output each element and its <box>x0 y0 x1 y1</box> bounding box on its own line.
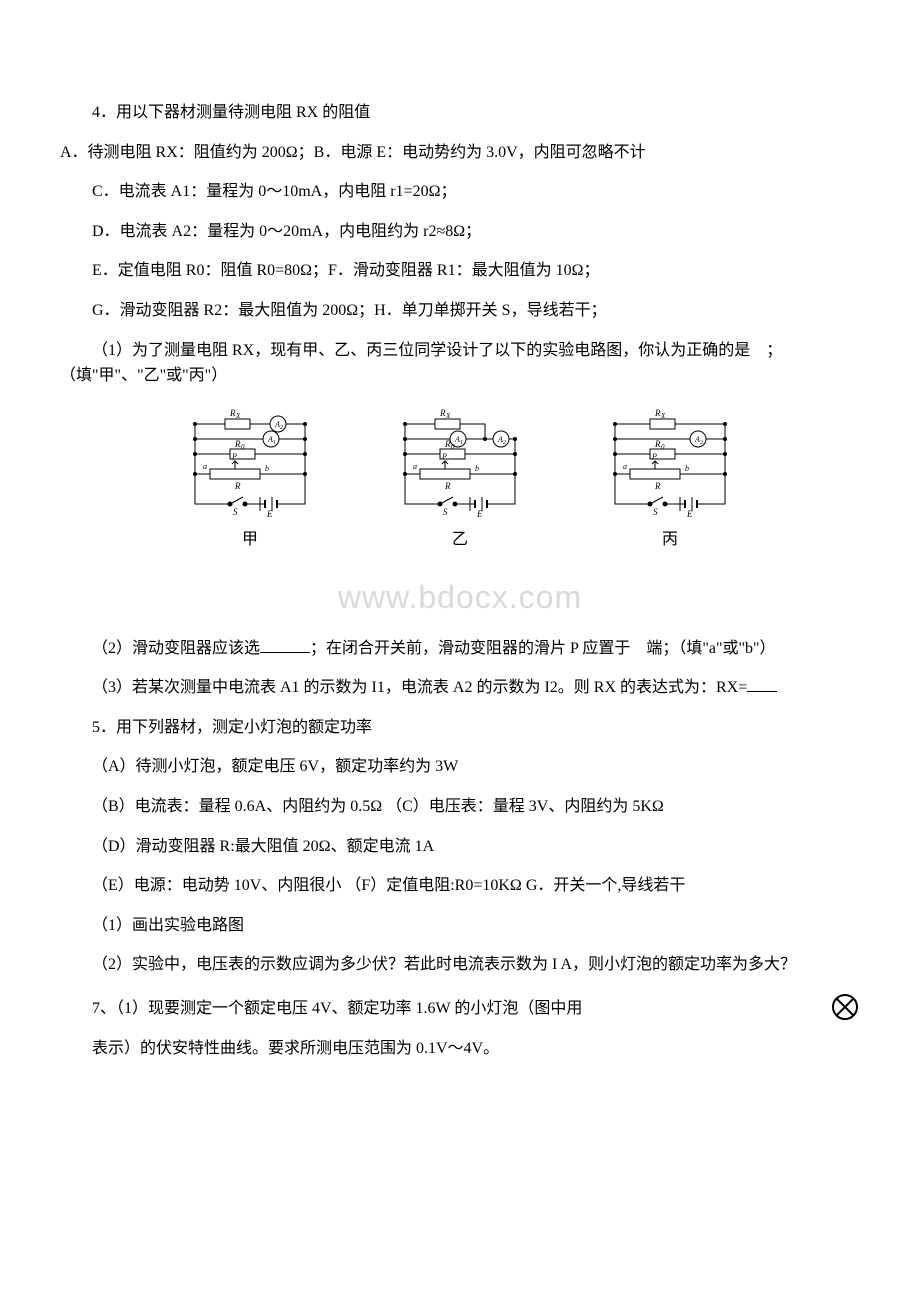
q7-line2: 表示）的伏安特性曲线。要求所测电压范围为 0.1V～4V。 <box>60 1036 860 1062</box>
watermark-text: www.bdocx.com <box>60 572 860 623</box>
svg-text:a: a <box>623 462 627 471</box>
diagram-bing: RX A2 R0 a P b R S E 丙 <box>595 409 745 553</box>
svg-text:P: P <box>651 452 657 461</box>
svg-text:R: R <box>444 439 451 449</box>
svg-text:1: 1 <box>460 440 463 446</box>
circuit-yi-svg: RX A1 A2 R0 a P b R S E <box>385 409 535 519</box>
svg-text:b: b <box>265 464 269 473</box>
svg-text:0: 0 <box>451 443 455 451</box>
svg-text:R: R <box>229 409 236 418</box>
diagram-bing-label: 丙 <box>662 527 678 553</box>
q4-sub3: （3）若某次测量中电流表 A1 的示数为 I1，电流表 A2 的示数为 I2。则… <box>60 675 860 701</box>
q4-item-a: A．待测电阻 RX：阻值约为 200Ω；B．电源 E：电动势约为 3.0V，内阻… <box>60 140 860 166</box>
q7-line1-wrap: 7、（1）现要测定一个额定电压 4V、额定功率 1.6W 的小灯泡（图中用 <box>60 992 860 1022</box>
svg-text:2: 2 <box>503 440 506 446</box>
svg-text:R: R <box>654 439 661 449</box>
svg-text:2: 2 <box>700 440 703 446</box>
q4-sub1: （1）为了测量电阻 RX，现有甲、乙、丙三位同学设计了以下的实验电路图，你认为正… <box>60 338 860 389</box>
svg-text:R: R <box>234 481 241 491</box>
svg-text:P: P <box>231 452 237 461</box>
q4-item-c: C．电流表 A1：量程为 0～10mA，内电阻 r1=20Ω； <box>60 179 860 205</box>
q4-item-d: D．电流表 A2：量程为 0～20mA，内电阻约为 r2≈8Ω； <box>60 219 860 245</box>
svg-text:R: R <box>439 409 446 418</box>
q4-sub2-b: ；在闭合开关前，滑动变阻器的滑片 P 应置于 端；（填"a"或"b"） <box>310 640 776 657</box>
svg-text:b: b <box>475 464 479 473</box>
circuit-bing-svg: RX A2 R0 a P b R S E <box>595 409 745 519</box>
svg-text:E: E <box>266 509 273 519</box>
svg-text:S: S <box>443 507 448 517</box>
svg-text:P: P <box>441 452 447 461</box>
svg-text:0: 0 <box>241 443 245 451</box>
svg-text:X: X <box>235 412 241 420</box>
blank-fill <box>260 637 310 653</box>
q5-item-a: （A）待测小灯泡，额定电压 6V，额定功率约为 3W <box>60 754 860 780</box>
svg-text:S: S <box>233 507 238 517</box>
diagram-jia: RX A2 A1 R0 a P b R S E 甲 <box>175 409 325 553</box>
circuit-diagrams-row: RX A2 A1 R0 a P b R S E 甲 <box>60 409 860 553</box>
q5-item-e: （E）电源：电动势 10V、内阻很小 （F）定值电阻:R0=10KΩ G．开关一… <box>60 873 860 899</box>
q5-sub2: （2）实验中，电压表的示数应调为多少伏？若此时电流表示数为 I A，则小灯泡的额… <box>60 952 860 978</box>
svg-text:b: b <box>685 464 689 473</box>
q5-item-d: （D）滑动变阻器 R:最大阻值 20Ω、额定电流 1A <box>60 834 860 860</box>
q7-line1: 7、（1）现要测定一个额定电压 4V、额定功率 1.6W 的小灯泡（图中用 <box>60 996 830 1022</box>
q5-title: 5．用下列器材，测定小灯泡的额定功率 <box>60 715 860 741</box>
svg-text:R: R <box>444 481 451 491</box>
q5-item-b: （B）电流表：量程 0.6A、内阻约为 0.5Ω （C）电压表：量程 3V、内阻… <box>60 794 860 820</box>
circuit-jia-svg: RX A2 A1 R0 a P b R S E <box>175 409 325 519</box>
svg-text:a: a <box>203 462 207 471</box>
diagram-jia-label: 甲 <box>242 527 258 553</box>
svg-text:a: a <box>413 462 417 471</box>
q4-sub2: （2）滑动变阻器应该选 ；在闭合开关前，滑动变阻器的滑片 P 应置于 端；（填"a… <box>60 636 860 662</box>
q5-sub1: （1）画出实验电路图 <box>60 913 860 939</box>
svg-text:E: E <box>476 509 483 519</box>
q4-title: 4．用以下器材测量待测电阻 RX 的阻值 <box>60 100 860 126</box>
q4-item-g: G．滑动变阻器 R2：最大阻值为 200Ω；H．单刀单掷开关 S，导线若干； <box>60 298 860 324</box>
svg-text:2: 2 <box>280 425 283 431</box>
q4-item-e: E．定值电阻 R0：阻值 R0=80Ω；F．滑动变阻器 R1：最大阻值为 10Ω… <box>60 258 860 284</box>
q4-sub2-a: （2）滑动变阻器应该选 <box>92 640 260 657</box>
diagram-yi: RX A1 A2 R0 a P b R S E 乙 <box>385 409 535 553</box>
bulb-icon <box>830 992 860 1022</box>
svg-text:X: X <box>660 412 666 420</box>
svg-text:E: E <box>686 509 693 519</box>
q4-sub3-a: （3）若某次测量中电流表 A1 的示数为 I1，电流表 A2 的示数为 I2。则… <box>92 679 747 696</box>
diagram-yi-label: 乙 <box>452 527 468 553</box>
svg-text:R: R <box>654 409 661 418</box>
svg-text:R: R <box>234 439 241 449</box>
svg-text:S: S <box>653 507 658 517</box>
svg-text:0: 0 <box>661 443 665 451</box>
svg-text:R: R <box>654 481 661 491</box>
blank-fill-2 <box>747 676 777 692</box>
svg-text:1: 1 <box>273 440 276 446</box>
svg-text:X: X <box>445 412 451 420</box>
